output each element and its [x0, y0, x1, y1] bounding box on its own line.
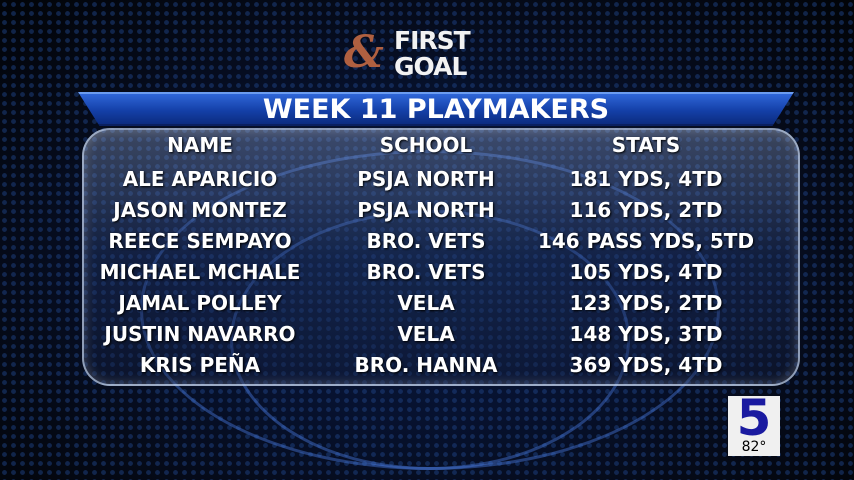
school-cell: BRO. HANNA — [354, 353, 498, 377]
table-row: KRIS PEÑA BRO. HANNA 369 YDS, 4TD — [0, 353, 854, 383]
name-cell: MICHAEL MCHALE — [99, 260, 301, 284]
stats-cell: 181 YDS, 4TD — [569, 167, 723, 191]
table-row: JASON MONTEZ PSJA NORTH 116 YDS, 2TD — [0, 198, 854, 228]
name-cell: ALE APARICIO — [122, 167, 278, 191]
name-cell: JUSTIN NAVARRO — [104, 322, 296, 346]
channel-bug: 5 82° — [728, 389, 780, 456]
table-row: JUSTIN NAVARRO VELA 148 YDS, 3TD — [0, 322, 854, 352]
stats-cell: 116 YDS, 2TD — [569, 198, 723, 222]
name-cell: KRIS PEÑA — [139, 353, 261, 377]
school-cell: VELA — [397, 291, 455, 315]
stats-panel — [82, 128, 800, 386]
name-cell: NAME — [167, 133, 233, 157]
table-row: MICHAEL MCHALE BRO. VETS 105 YDS, 4TD — [0, 260, 854, 290]
stats-cell: 148 YDS, 3TD — [569, 322, 723, 346]
stats-cell: 105 YDS, 4TD — [569, 260, 723, 284]
page-title: WEEK 11 PLAYMAKERS — [262, 94, 610, 125]
school-cell: SCHOOL — [379, 133, 473, 157]
table-row: JAMAL POLLEY VELA 123 YDS, 2TD — [0, 291, 854, 321]
name-cell: JAMAL POLLEY — [118, 291, 282, 315]
channel-number: 5 — [736, 389, 772, 447]
stats-cell: STATS — [611, 133, 681, 157]
table-row: ALE APARICIO PSJA NORTH 181 YDS, 4TD — [0, 167, 854, 197]
stats-cell: 369 YDS, 4TD — [569, 353, 723, 377]
title-banner: WEEK 11 PLAYMAKERS — [78, 92, 794, 126]
school-cell: BRO. VETS — [366, 260, 486, 284]
logo-ampersand: & — [344, 27, 384, 78]
background-ring — [230, 210, 630, 470]
first-and-goal-logo: & FIRST GOAL — [344, 26, 514, 82]
school-cell: PSJA NORTH — [357, 167, 495, 191]
stats-cell: 123 YDS, 2TD — [569, 291, 723, 315]
stats-cell: 146 PASS YDS, 5TD — [537, 229, 755, 253]
logo-line-1: FIRST — [394, 26, 471, 55]
logo-line-2: GOAL — [394, 52, 467, 81]
temperature: 82° — [741, 439, 767, 455]
school-cell: VELA — [397, 322, 455, 346]
name-cell: REECE SEMPAYO — [108, 229, 292, 253]
table-header: NAME SCHOOL STATS — [0, 133, 854, 163]
name-cell: JASON MONTEZ — [113, 198, 287, 222]
table-row: REECE SEMPAYO BRO. VETS 146 PASS YDS, 5TD — [0, 229, 854, 259]
school-cell: BRO. VETS — [366, 229, 486, 253]
school-cell: PSJA NORTH — [357, 198, 495, 222]
